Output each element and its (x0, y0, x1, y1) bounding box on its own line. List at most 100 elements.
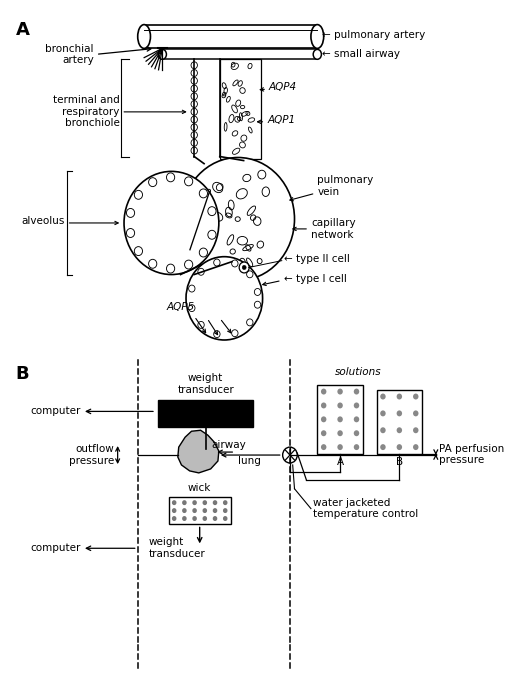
Text: weight
transducer: weight transducer (148, 538, 205, 559)
Circle shape (321, 430, 327, 436)
Circle shape (203, 516, 207, 521)
Circle shape (380, 427, 386, 433)
Text: bronchial
artery: bronchial artery (46, 43, 94, 65)
Bar (168, 497, 231, 524)
Circle shape (247, 319, 253, 326)
Ellipse shape (158, 50, 166, 59)
Circle shape (203, 508, 207, 513)
Circle shape (193, 500, 197, 505)
Circle shape (208, 230, 216, 239)
Circle shape (126, 229, 135, 238)
Text: AQP5: AQP5 (167, 302, 195, 312)
Text: outflow
pressure: outflow pressure (69, 444, 114, 466)
Text: lung: lung (238, 456, 261, 466)
Circle shape (172, 508, 177, 513)
Circle shape (283, 447, 297, 463)
Circle shape (134, 246, 142, 255)
Circle shape (354, 388, 359, 394)
Circle shape (354, 444, 359, 450)
Text: alveolus: alveolus (22, 216, 65, 226)
Circle shape (208, 206, 216, 216)
Circle shape (214, 259, 220, 266)
Ellipse shape (138, 24, 151, 48)
Circle shape (148, 178, 157, 187)
Circle shape (413, 427, 418, 433)
Circle shape (242, 265, 246, 270)
Circle shape (134, 190, 142, 200)
Circle shape (172, 516, 177, 521)
Circle shape (397, 394, 402, 399)
Circle shape (397, 410, 402, 416)
Circle shape (193, 516, 197, 521)
Circle shape (166, 173, 175, 182)
Text: ← type II cell: ← type II cell (284, 254, 350, 263)
Text: terminal and
respiratory
bronchiole: terminal and respiratory bronchiole (53, 95, 119, 128)
Circle shape (188, 305, 195, 312)
Circle shape (354, 430, 359, 436)
Text: A: A (336, 457, 344, 467)
Text: ← small airway: ← small airway (322, 50, 400, 59)
Circle shape (199, 189, 207, 198)
Bar (317, 384, 363, 454)
Circle shape (254, 289, 261, 295)
Circle shape (337, 403, 343, 409)
Polygon shape (178, 430, 219, 473)
Circle shape (223, 500, 227, 505)
Circle shape (321, 444, 327, 450)
Circle shape (181, 158, 294, 280)
Circle shape (397, 444, 402, 450)
Circle shape (380, 410, 386, 416)
Text: computer: computer (30, 407, 80, 416)
Circle shape (148, 259, 157, 268)
Circle shape (212, 508, 217, 513)
Circle shape (212, 516, 217, 521)
Text: B: B (396, 457, 403, 467)
Circle shape (188, 285, 195, 292)
Bar (158, 399, 253, 427)
Bar (144, 24, 317, 48)
Circle shape (413, 410, 418, 416)
Text: capillary
network: capillary network (311, 218, 355, 240)
Circle shape (337, 416, 343, 422)
Circle shape (337, 430, 343, 436)
Text: PA perfusion
pressure: PA perfusion pressure (439, 444, 505, 465)
Circle shape (337, 444, 343, 450)
Text: ← pulmonary artery: ← pulmonary artery (322, 29, 425, 39)
Circle shape (231, 260, 238, 267)
Circle shape (354, 416, 359, 422)
Circle shape (321, 416, 327, 422)
Circle shape (184, 260, 193, 269)
Text: B: B (15, 365, 29, 383)
Circle shape (199, 248, 207, 257)
Circle shape (214, 331, 220, 337)
Circle shape (354, 403, 359, 409)
Circle shape (413, 394, 418, 399)
Circle shape (380, 394, 386, 399)
Circle shape (198, 321, 204, 329)
Circle shape (182, 516, 187, 521)
Circle shape (231, 330, 238, 337)
Circle shape (166, 264, 175, 273)
Circle shape (337, 388, 343, 394)
Text: airway: airway (211, 440, 246, 450)
Text: AQP4: AQP4 (269, 82, 297, 92)
Circle shape (413, 444, 418, 450)
Text: computer: computer (30, 543, 80, 553)
Circle shape (247, 271, 253, 278)
Circle shape (203, 500, 207, 505)
Bar (162, 50, 317, 59)
Circle shape (380, 444, 386, 450)
Circle shape (223, 516, 227, 521)
Circle shape (186, 257, 263, 340)
Text: ← type I cell: ← type I cell (284, 274, 347, 284)
Circle shape (184, 177, 193, 186)
Circle shape (321, 388, 327, 394)
Circle shape (182, 500, 187, 505)
Ellipse shape (313, 50, 322, 59)
Circle shape (239, 262, 249, 273)
Bar (376, 390, 422, 454)
Text: pulmonary
vein: pulmonary vein (317, 175, 374, 197)
Circle shape (126, 208, 135, 217)
Circle shape (198, 268, 204, 275)
Text: AQP1: AQP1 (267, 115, 295, 125)
